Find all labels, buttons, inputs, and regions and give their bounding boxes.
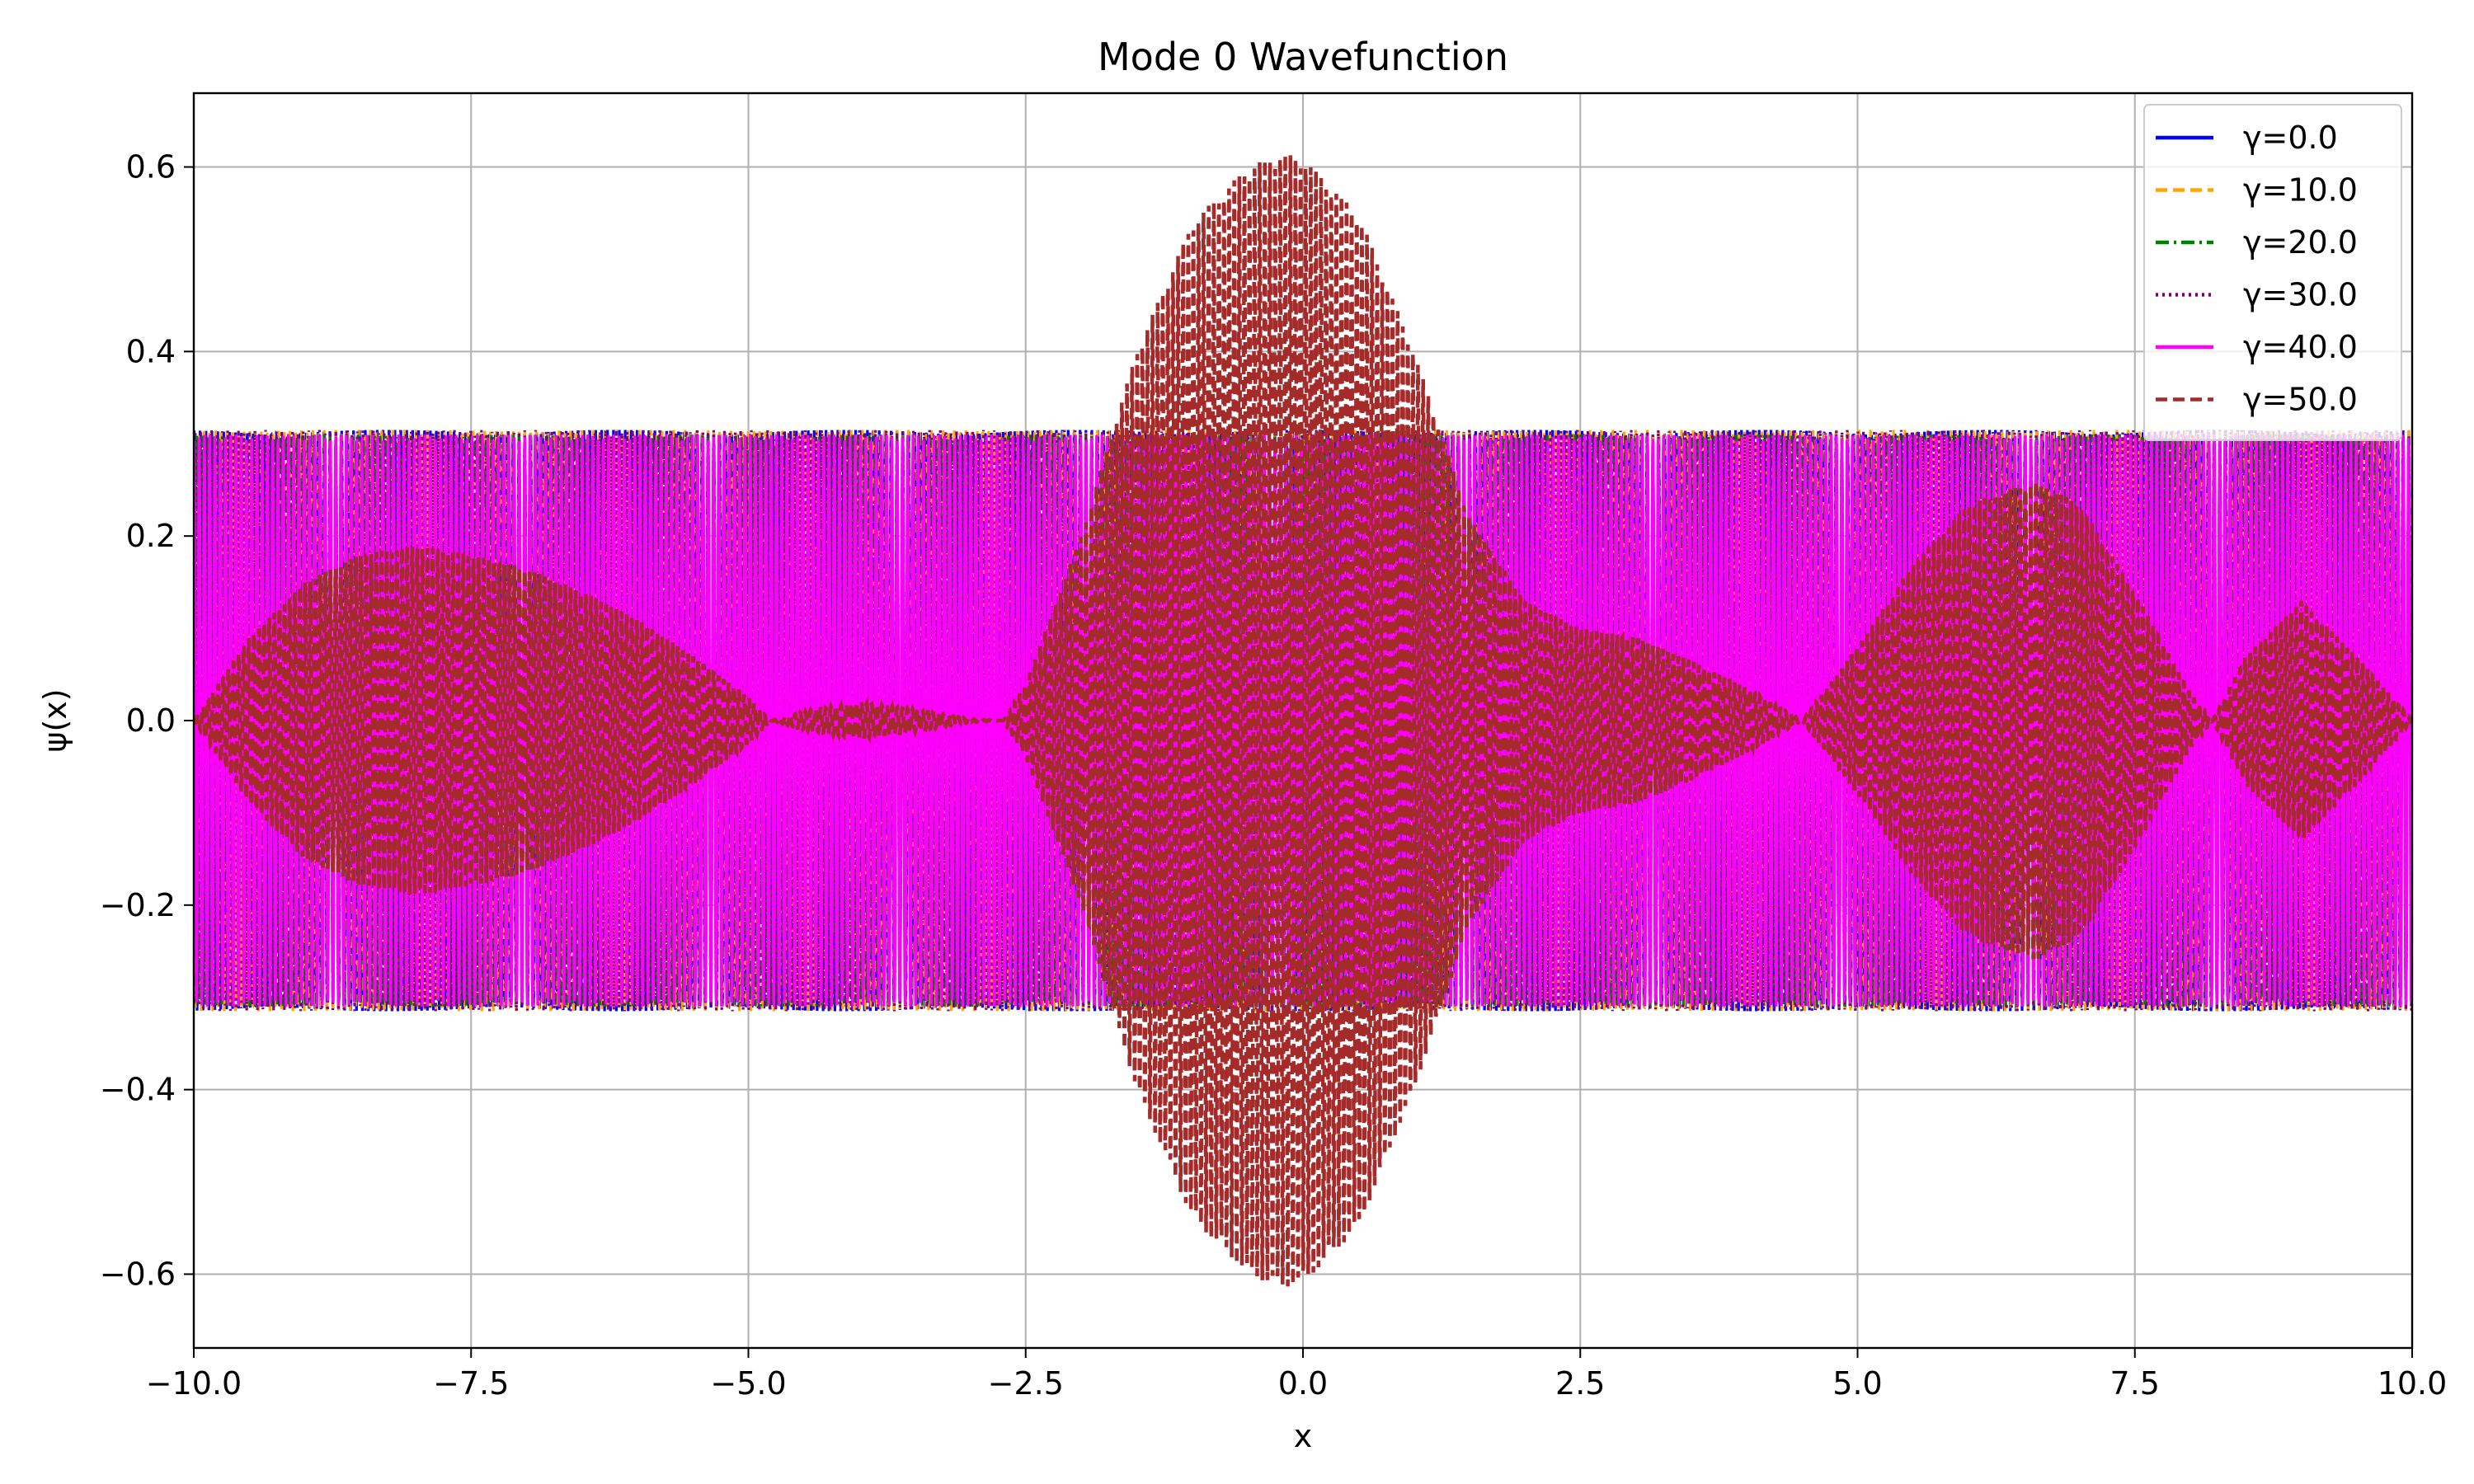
y-axis-label: ψ(x) — [37, 688, 73, 752]
legend-label-3: γ=30.0 — [2243, 277, 2358, 313]
x-tick-label: 0.0 — [1278, 1365, 1328, 1402]
legend: γ=0.0 γ=10.0 γ=20.0 γ=30.0 γ=40.0 γ=50.0 — [2143, 104, 2402, 441]
y-tick-label: 0.6 — [126, 149, 176, 186]
y-tick-label: −0.6 — [100, 1256, 176, 1292]
x-tick-label: 7.5 — [2110, 1365, 2160, 1402]
x-axis-ticks: −10.0 −7.5 −5.0 −2.5 0.0 2.5 5.0 7.5 10.0 — [146, 1348, 2448, 1402]
x-tick-label: 2.5 — [1555, 1365, 1605, 1402]
legend-label-1: γ=10.0 — [2243, 172, 2358, 209]
y-tick-label: −0.2 — [100, 887, 176, 923]
x-tick-label: −10.0 — [146, 1365, 242, 1402]
chart-title: Mode 0 Wavefunction — [1098, 35, 1508, 79]
legend-label-5: γ=50.0 — [2243, 382, 2358, 418]
x-tick-label: 5.0 — [1832, 1365, 1882, 1402]
x-tick-label: −2.5 — [988, 1365, 1064, 1402]
y-tick-label: 0.2 — [126, 518, 176, 554]
series-line-5 — [194, 155, 2412, 1287]
x-tick-label: −5.0 — [710, 1365, 786, 1402]
legend-label-4: γ=40.0 — [2243, 329, 2358, 365]
plot-area — [194, 155, 2412, 1287]
x-tick-label: −7.5 — [433, 1365, 509, 1402]
legend-label-0: γ=0.0 — [2243, 120, 2338, 156]
y-tick-label: 0.0 — [126, 702, 176, 739]
y-tick-label: 0.4 — [126, 333, 176, 369]
y-axis-ticks: −0.6 −0.4 −0.2 0.0 0.2 0.4 0.6 — [100, 149, 194, 1292]
y-tick-label: −0.4 — [100, 1072, 176, 1108]
legend-label-2: γ=20.0 — [2243, 224, 2358, 261]
x-tick-label: 10.0 — [2378, 1365, 2448, 1402]
x-axis-label: x — [1294, 1418, 1313, 1454]
